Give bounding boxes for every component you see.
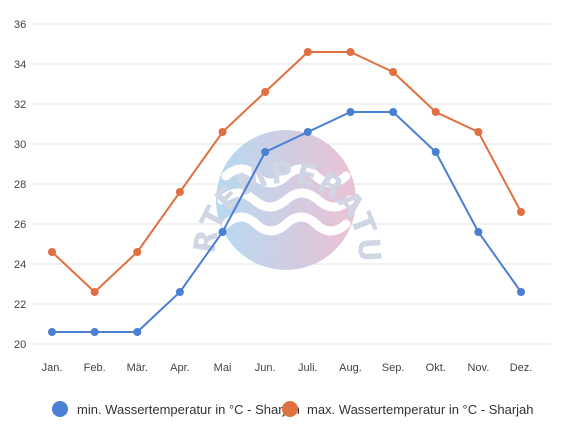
y-tick-label: 32 xyxy=(14,99,26,111)
y-tick-label: 24 xyxy=(14,259,26,271)
data-point[interactable] xyxy=(218,128,227,136)
legend[interactable]: min. Wassertemperatur in °C - Sharjah max… xyxy=(52,401,534,417)
y-tick-label: 26 xyxy=(14,219,26,231)
legend-marker[interactable] xyxy=(282,401,298,417)
legend-label[interactable]: min. Wassertemperatur in °C - Sharjah xyxy=(77,402,300,417)
y-tick-label: 36 xyxy=(14,19,26,31)
data-point[interactable] xyxy=(133,248,142,256)
y-tick-label: 20 xyxy=(14,339,26,351)
x-tick-label: Dez. xyxy=(510,362,533,374)
data-point[interactable] xyxy=(90,328,99,336)
data-point[interactable] xyxy=(346,108,355,116)
data-point[interactable] xyxy=(474,228,483,236)
data-point[interactable] xyxy=(133,328,142,336)
series-line-max xyxy=(51,51,522,294)
data-point[interactable] xyxy=(175,188,184,196)
y-tick-label: 22 xyxy=(14,299,26,311)
watermark-logo: WASSERTEMPERATUR.ORG xyxy=(0,0,386,270)
x-tick-label: Jan. xyxy=(42,362,63,374)
wave-icon xyxy=(221,164,351,188)
y-axis: 20 22 24 26 28 30 32 34 36 xyxy=(14,19,26,351)
x-tick-label: Sep. xyxy=(382,362,405,374)
x-tick-label: Feb. xyxy=(84,362,106,374)
data-point[interactable] xyxy=(346,48,355,56)
data-point[interactable] xyxy=(261,88,270,96)
data-point[interactable] xyxy=(90,288,99,296)
wave-icon xyxy=(221,212,351,236)
legend-marker[interactable] xyxy=(52,401,68,417)
data-point[interactable] xyxy=(175,288,184,296)
x-tick-label: Aug. xyxy=(339,362,362,374)
data-point[interactable] xyxy=(389,68,398,76)
data-point[interactable] xyxy=(431,148,440,156)
data-point[interactable] xyxy=(517,208,525,216)
x-tick-label: Nov. xyxy=(467,362,489,374)
x-tick-label: Juli. xyxy=(298,362,318,374)
series-line-min xyxy=(52,111,522,333)
data-point[interactable] xyxy=(48,248,56,256)
x-tick-label: Okt. xyxy=(426,362,446,374)
y-tick-label: 30 xyxy=(14,139,26,151)
data-point[interactable] xyxy=(474,128,483,136)
legend-label[interactable]: max. Wassertemperatur in °C - Sharjah xyxy=(307,402,534,417)
x-tick-label: Mai xyxy=(214,362,232,374)
data-point[interactable] xyxy=(261,148,270,156)
y-tick-label: 28 xyxy=(14,179,26,191)
data-point[interactable] xyxy=(389,108,398,116)
x-tick-label: Mär. xyxy=(127,362,148,374)
x-tick-label: Apr. xyxy=(170,362,190,374)
series-group xyxy=(48,48,525,336)
x-tick-label: Jun. xyxy=(255,362,276,374)
data-point[interactable] xyxy=(218,228,227,236)
data-point[interactable] xyxy=(431,108,440,116)
data-point[interactable] xyxy=(303,128,312,136)
data-point[interactable] xyxy=(303,48,312,56)
data-point[interactable] xyxy=(48,328,56,336)
x-axis: Jan. Feb. Mär. Apr. Mai Jun. Juli. Aug. Sep. Okt.… xyxy=(42,362,533,374)
data-point[interactable] xyxy=(517,288,525,296)
wave-icon xyxy=(217,188,355,212)
y-tick-label: 34 xyxy=(14,59,26,71)
